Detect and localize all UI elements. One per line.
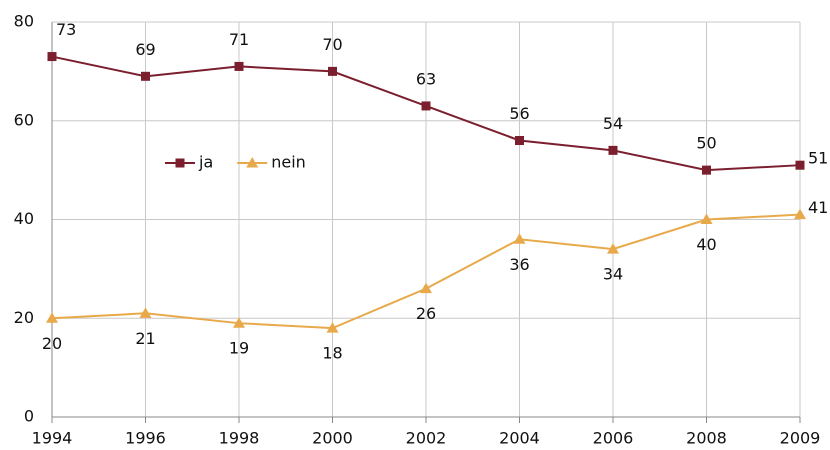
marker <box>794 208 806 220</box>
marker <box>46 312 58 323</box>
marker <box>420 282 432 294</box>
data-label: 50 <box>696 134 716 153</box>
data-label: 73 <box>56 20 76 39</box>
x-tick-label: 2000 <box>312 429 353 448</box>
marker <box>700 213 713 224</box>
marker <box>421 101 431 111</box>
data-label: 41 <box>808 198 828 217</box>
x-tick-label: 2004 <box>499 429 540 448</box>
marker <box>513 233 526 244</box>
data-label: 69 <box>135 40 155 59</box>
data-label: 54 <box>603 114 623 133</box>
marker <box>515 136 524 145</box>
data-label: 40 <box>696 235 716 254</box>
x-tick-label: 2008 <box>686 429 727 448</box>
x-tick-label: 1996 <box>125 429 166 448</box>
x-tick-label: 1994 <box>32 429 73 448</box>
marker <box>702 165 711 175</box>
data-label: 21 <box>135 329 155 348</box>
marker <box>234 61 244 71</box>
marker <box>326 322 339 333</box>
data-label: 56 <box>509 104 529 123</box>
y-tick-label: 20 <box>14 308 34 327</box>
data-label: 70 <box>322 35 342 54</box>
y-tick-label: 40 <box>14 209 34 228</box>
data-label: 51 <box>808 149 828 168</box>
marker <box>608 145 618 155</box>
x-tick-label: 2006 <box>593 429 634 448</box>
marker <box>246 157 259 168</box>
marker <box>607 243 619 254</box>
data-label: 18 <box>322 344 342 363</box>
y-tick-label: 60 <box>14 110 34 129</box>
marker <box>175 158 185 168</box>
marker <box>328 66 337 76</box>
marker <box>47 52 57 62</box>
x-tick-label: 2002 <box>406 429 447 448</box>
data-label: 63 <box>416 69 436 88</box>
marker <box>139 307 152 318</box>
y-tick-label: 80 <box>14 12 34 31</box>
legend-label: ja <box>198 153 213 172</box>
data-label: 71 <box>229 30 249 49</box>
data-label: 20 <box>42 334 62 353</box>
legend-label: nein <box>271 153 306 172</box>
x-tick-label: 2009 <box>780 429 821 448</box>
x-tick-label: 1998 <box>219 429 260 448</box>
data-label: 34 <box>603 265 623 284</box>
marker <box>141 71 150 81</box>
marker <box>795 160 805 170</box>
data-label: 26 <box>416 304 436 323</box>
marker <box>233 317 245 328</box>
data-label: 19 <box>229 339 249 358</box>
data-label: 36 <box>509 255 529 274</box>
y-tick-label: 0 <box>24 407 34 426</box>
